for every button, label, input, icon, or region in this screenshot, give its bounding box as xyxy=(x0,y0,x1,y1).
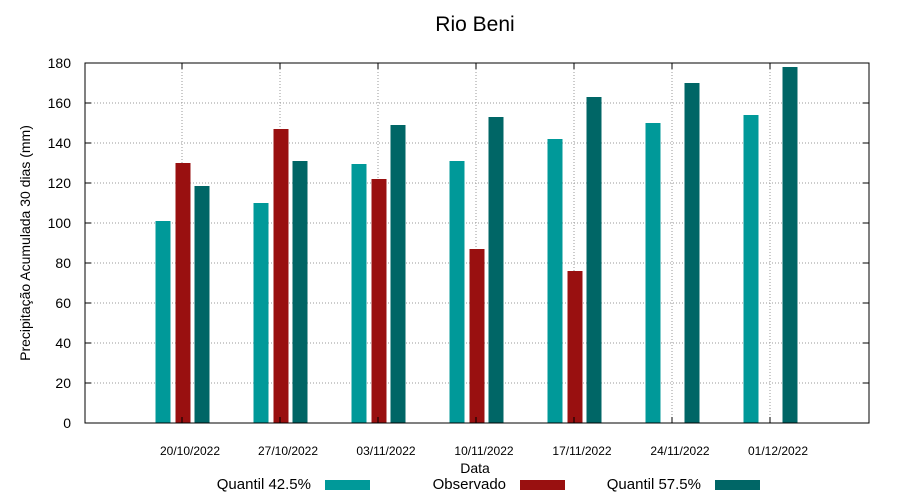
bar-quantil-42-5 xyxy=(253,203,269,423)
x-tick-label: 17/11/2022 xyxy=(552,444,611,458)
bar-quantil-57-5 xyxy=(292,161,308,423)
chart-title: Rio Beni xyxy=(435,13,514,36)
x-tick-label: 20/10/2022 xyxy=(160,444,220,458)
y-tick-label: 80 xyxy=(55,255,71,271)
bar-quantil-57-5 xyxy=(684,83,700,423)
legend-swatch xyxy=(325,480,370,490)
y-tick-label: 140 xyxy=(48,135,72,151)
bars-layer xyxy=(155,67,798,423)
bar-quantil-57-5 xyxy=(488,117,504,423)
bar-observado xyxy=(175,163,191,423)
bar-quantil-57-5 xyxy=(390,125,406,423)
x-axis-label: Data xyxy=(460,460,490,476)
y-tick-label: 120 xyxy=(48,175,72,191)
x-tick-label: 24/11/2022 xyxy=(650,444,709,458)
bar-quantil-57-5 xyxy=(782,67,798,423)
y-tick-label: 20 xyxy=(55,375,71,391)
bar-quantil-42-5 xyxy=(351,164,367,423)
bar-quantil-42-5 xyxy=(155,221,171,423)
y-tick-label: 180 xyxy=(48,55,72,71)
legend-swatch xyxy=(520,480,565,490)
bar-quantil-42-5 xyxy=(449,161,465,423)
legend-label: Quantil 42.5% xyxy=(217,476,311,493)
y-tick-label: 160 xyxy=(48,95,72,111)
bar-observado xyxy=(371,179,387,423)
x-tick-label: 27/10/2022 xyxy=(258,444,318,458)
y-tick-label: 100 xyxy=(48,215,72,231)
bar-observado xyxy=(567,271,583,423)
bar-quantil-42-5 xyxy=(645,123,661,423)
legend: Quantil 42.5% Observado Quantil 57.5% xyxy=(217,476,760,493)
bar-observado xyxy=(273,129,289,423)
y-tick-label: 0 xyxy=(63,415,71,431)
bar-quantil-42-5 xyxy=(547,139,563,423)
x-tick-label: 03/11/2022 xyxy=(356,444,415,458)
y-tick-label: 40 xyxy=(55,335,71,351)
x-tick-label: 01/12/2022 xyxy=(748,444,808,458)
legend-swatch xyxy=(715,480,760,490)
y-axis-label: Precipitação Acumulada 30 dias (mm) xyxy=(17,125,33,361)
legend-label: Quantil 57.5% xyxy=(607,476,701,493)
ticks-layer: 0 20 40 60 80 100 120 140 160 180 20/10/2022 27/10/… xyxy=(48,55,869,458)
x-tick-label: 10/11/2022 xyxy=(454,444,513,458)
bar-quantil-57-5 xyxy=(194,186,210,423)
bar-observado xyxy=(469,249,485,423)
plot-frame xyxy=(84,62,870,424)
bar-quantil-42-5 xyxy=(743,115,759,423)
y-tick-label: 60 xyxy=(55,295,71,311)
bar-quantil-57-5 xyxy=(586,97,602,423)
legend-label: Observado xyxy=(433,476,506,493)
